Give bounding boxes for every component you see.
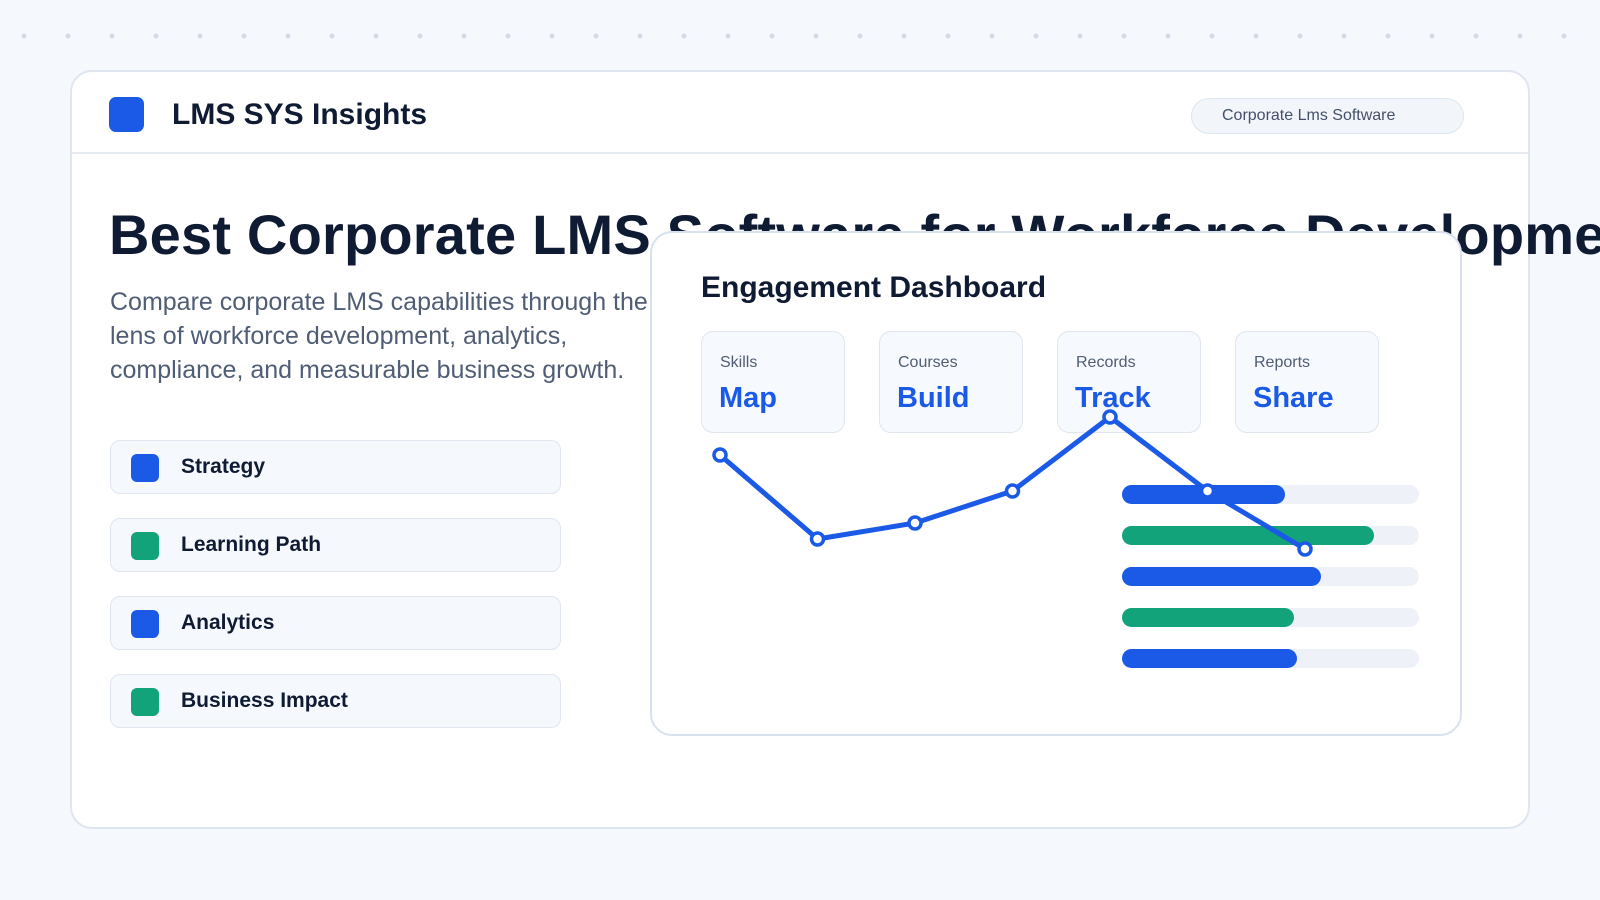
engagement-dashboard-panel: Engagement Dashboard Skills Map Courses … [650, 231, 1462, 736]
metric-card-reports[interactable]: Reports Share [1235, 331, 1379, 433]
feature-label: Business Impact [181, 689, 348, 712]
square-bullet-icon [131, 454, 159, 482]
app-header: LMS SYS Insights Corporate Lms Software [72, 72, 1528, 154]
progress-bar-track [1122, 567, 1419, 586]
metric-card-skills[interactable]: Skills Map [701, 331, 845, 433]
progress-bar-fill [1122, 608, 1295, 627]
data-point [712, 447, 728, 463]
progress-bar-fill [1122, 526, 1375, 545]
feature-label: Strategy [181, 455, 266, 478]
metric-value: Build [897, 382, 970, 414]
series-line [717, 414, 1308, 552]
logo-icon [109, 97, 144, 132]
progress-bar-track [1122, 608, 1419, 627]
data-point [1102, 409, 1118, 425]
metric-value: Share [1253, 382, 1334, 414]
metric-value: Map [719, 382, 777, 414]
category-tag[interactable]: Corporate Lms Software [1191, 98, 1464, 134]
data-point [809, 531, 826, 547]
feature-label: Analytics [181, 611, 275, 634]
page-description: Compare corporate LMS capabilities throu… [110, 288, 648, 384]
progress-bar-track [1122, 649, 1419, 668]
square-bullet-icon [131, 532, 159, 560]
brand-name: LMS SYS Insights [172, 98, 428, 131]
progress-bar-fill [1122, 649, 1298, 668]
metric-label: Courses [898, 354, 958, 371]
data-point [907, 515, 923, 531]
metric-label: Records [1076, 354, 1136, 371]
metric-label: Reports [1254, 354, 1311, 371]
feature-item-business-impact[interactable]: Business Impact [110, 674, 561, 728]
data-point [1199, 483, 1216, 499]
square-bullet-icon [131, 610, 159, 638]
dashboard-title: Engagement Dashboard [701, 271, 1047, 304]
square-bullet-icon [131, 688, 159, 716]
metric-value: Track [1075, 382, 1151, 414]
feature-item-learning-path[interactable]: Learning Path [110, 518, 561, 572]
engagement-line-chart [712, 409, 1313, 557]
feature-label: Learning Path [181, 533, 322, 556]
metric-card-courses[interactable]: Courses Build [879, 331, 1023, 433]
feature-item-analytics[interactable]: Analytics [110, 596, 561, 650]
feature-item-strategy[interactable]: Strategy [110, 440, 561, 494]
metric-label: Skills [720, 354, 758, 371]
data-point [1004, 483, 1021, 499]
data-point [1297, 541, 1313, 557]
dot-pattern-decoration [0, 31, 1600, 41]
metric-card-records[interactable]: Records Track [1057, 331, 1201, 433]
progress-bar-track [1122, 526, 1419, 545]
progress-bar-fill [1122, 567, 1321, 586]
